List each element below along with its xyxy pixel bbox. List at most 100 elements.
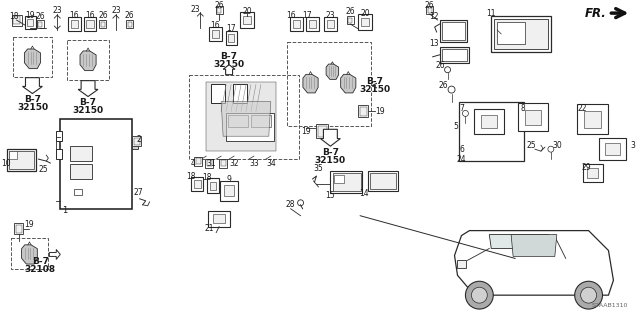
Text: 28: 28 xyxy=(286,200,296,209)
Circle shape xyxy=(575,281,602,309)
Text: S2AAB1310: S2AAB1310 xyxy=(592,303,628,308)
Bar xyxy=(233,84,247,103)
Text: 26: 26 xyxy=(214,1,224,10)
Bar xyxy=(243,16,251,25)
Polygon shape xyxy=(511,234,557,256)
Polygon shape xyxy=(326,64,339,79)
Bar xyxy=(577,105,609,134)
Bar xyxy=(582,164,602,182)
Bar xyxy=(456,260,467,268)
Polygon shape xyxy=(321,129,340,146)
Circle shape xyxy=(580,287,596,303)
Polygon shape xyxy=(490,234,549,249)
Text: 26: 26 xyxy=(125,11,134,19)
Bar xyxy=(318,126,327,137)
Text: 32150: 32150 xyxy=(17,103,48,112)
Polygon shape xyxy=(80,51,96,70)
Text: 32108: 32108 xyxy=(25,265,56,274)
Bar xyxy=(525,110,541,125)
Bar xyxy=(25,16,36,28)
Bar xyxy=(12,15,22,26)
Bar xyxy=(70,164,92,179)
Text: 1: 1 xyxy=(61,206,67,215)
Bar xyxy=(334,175,344,183)
Bar xyxy=(358,14,372,30)
Bar xyxy=(126,20,133,28)
Text: 26: 26 xyxy=(425,1,435,10)
Bar xyxy=(134,138,140,145)
Bar xyxy=(8,151,17,159)
Text: 9: 9 xyxy=(227,175,232,184)
Polygon shape xyxy=(303,74,318,93)
Text: 18: 18 xyxy=(187,173,196,182)
Text: 2: 2 xyxy=(136,135,141,144)
Text: 3: 3 xyxy=(631,141,636,150)
Bar xyxy=(191,177,204,191)
Bar xyxy=(60,119,132,209)
Text: 29: 29 xyxy=(582,163,591,172)
Polygon shape xyxy=(49,249,60,259)
Bar xyxy=(224,185,234,197)
Bar xyxy=(206,82,276,151)
Text: 19: 19 xyxy=(375,107,385,116)
Circle shape xyxy=(445,67,451,73)
Text: 26: 26 xyxy=(36,11,45,21)
Text: 35: 35 xyxy=(314,164,323,173)
Bar xyxy=(481,115,497,128)
Text: B-7: B-7 xyxy=(322,148,339,157)
Bar xyxy=(240,12,254,28)
Text: 21: 21 xyxy=(204,224,214,233)
Text: 34: 34 xyxy=(266,159,276,167)
Text: 26: 26 xyxy=(436,61,445,70)
Text: 15: 15 xyxy=(326,191,335,200)
Polygon shape xyxy=(340,74,356,93)
Text: 32: 32 xyxy=(229,159,239,167)
Bar xyxy=(219,159,227,167)
Bar xyxy=(598,138,627,160)
Bar xyxy=(362,18,369,26)
Bar xyxy=(426,6,433,14)
Bar xyxy=(70,20,77,28)
Bar xyxy=(208,211,230,226)
Text: 16: 16 xyxy=(211,20,220,30)
Bar xyxy=(209,27,221,41)
Circle shape xyxy=(548,146,554,152)
Bar xyxy=(333,173,361,191)
Bar xyxy=(11,238,49,269)
Circle shape xyxy=(472,287,487,303)
Text: 25: 25 xyxy=(38,165,48,174)
Bar xyxy=(196,158,201,164)
Bar xyxy=(428,8,432,13)
Bar xyxy=(587,168,598,178)
Text: 8: 8 xyxy=(521,104,525,113)
Text: 4: 4 xyxy=(191,159,196,167)
Text: B-7: B-7 xyxy=(221,52,237,61)
Bar xyxy=(194,180,200,188)
Bar xyxy=(56,149,62,159)
Bar xyxy=(226,31,237,45)
Bar xyxy=(460,101,524,161)
Text: 10: 10 xyxy=(1,159,10,167)
Bar xyxy=(207,178,219,193)
Bar xyxy=(70,146,92,161)
Bar xyxy=(348,18,352,23)
Bar xyxy=(605,143,620,155)
Text: B-7: B-7 xyxy=(79,98,97,107)
Text: 32150: 32150 xyxy=(360,85,390,94)
Bar xyxy=(330,171,362,193)
Bar xyxy=(74,189,82,195)
Bar xyxy=(6,149,36,171)
Text: 17: 17 xyxy=(301,11,311,19)
Bar xyxy=(221,160,226,166)
Polygon shape xyxy=(22,78,42,93)
Text: 32150: 32150 xyxy=(315,156,346,165)
Text: 26: 26 xyxy=(98,11,108,19)
Bar xyxy=(347,16,354,24)
Bar xyxy=(195,157,202,166)
Bar xyxy=(210,182,216,190)
Bar xyxy=(440,47,469,63)
Text: 27: 27 xyxy=(134,189,143,197)
Bar xyxy=(56,131,62,141)
Text: 23: 23 xyxy=(52,6,62,15)
Text: 23: 23 xyxy=(111,6,121,15)
